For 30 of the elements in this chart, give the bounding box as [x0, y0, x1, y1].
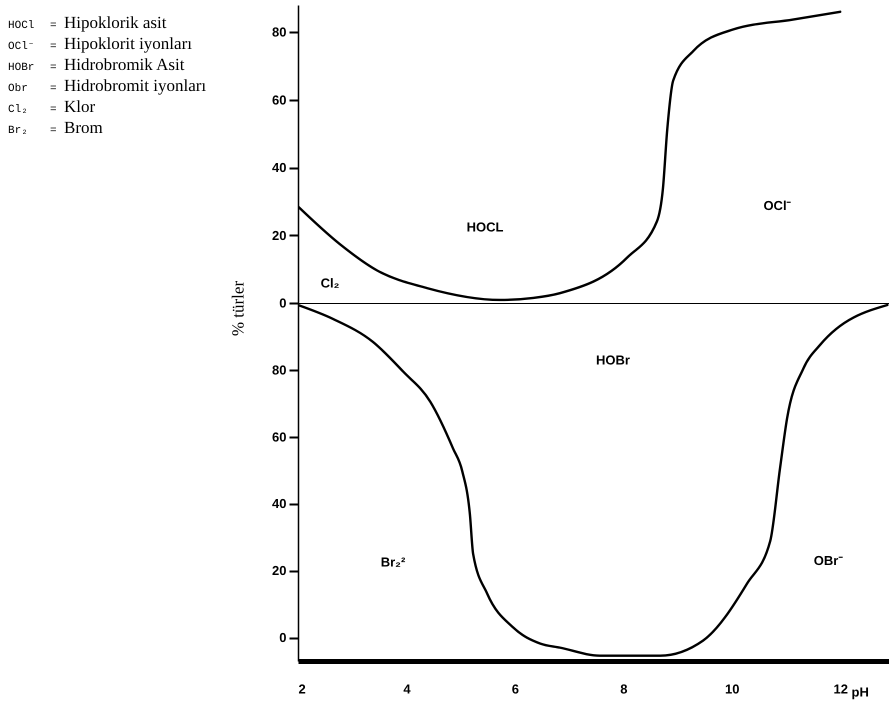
- x-tick-label: 12: [833, 682, 848, 696]
- text: Obr = Hidrobromit iyonları: [8, 76, 206, 95]
- y-tick-label: 0: [279, 630, 286, 646]
- text: OCl⁻ = Hipoklorit iyonları: [8, 34, 192, 53]
- y-tick-label: 0: [279, 296, 286, 310]
- annotation: Br₂²: [380, 554, 406, 570]
- y-tick-label: 60: [272, 429, 286, 444]
- text: HOBr = Hidrobromik Asit: [8, 55, 184, 74]
- annotation: Cl₂: [320, 276, 340, 290]
- y-tick-label: 20: [272, 563, 286, 578]
- y-tick-label: 80: [272, 24, 286, 40]
- x-tick-label: 4: [403, 682, 412, 696]
- x-axis-title: pH: [852, 684, 869, 700]
- text: HOCl = Hipoklorik asit: [8, 13, 166, 32]
- x-tick-label: 6: [512, 682, 519, 696]
- y-tick-label: 40: [272, 160, 286, 176]
- annotation: OBr⁻: [814, 552, 842, 569]
- x-tick-label: 2: [298, 682, 306, 696]
- annotation: HOCL: [466, 220, 504, 234]
- x-tick-label: 10: [725, 682, 740, 696]
- y-tick-label: 20: [272, 228, 286, 243]
- y-tick-label: 60: [272, 92, 286, 108]
- annotation: OCl⁻: [763, 197, 791, 214]
- annotation: HOBr: [596, 352, 630, 368]
- y-axis-title: % türler: [228, 280, 248, 336]
- y-tick-label: 80: [272, 362, 286, 378]
- y-tick-label: 40: [272, 496, 286, 512]
- text: Br₂ = Brom: [8, 118, 103, 137]
- text: Cl₂ = Klor: [8, 97, 96, 116]
- x-tick-label: 8: [620, 682, 628, 696]
